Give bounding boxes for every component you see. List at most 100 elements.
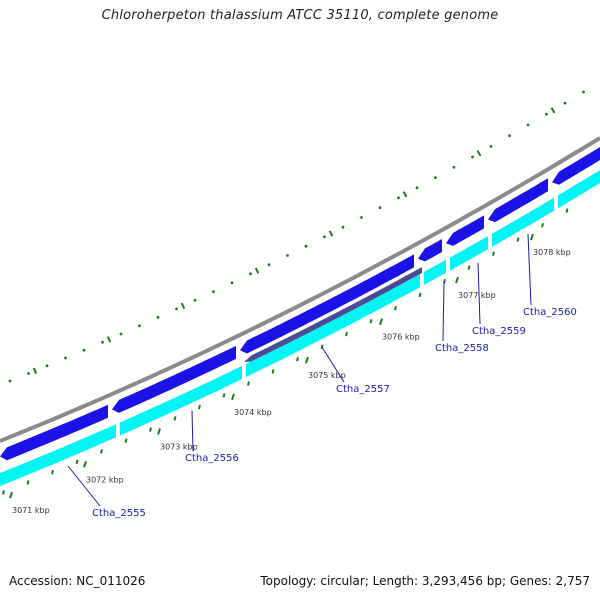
kbp-tick-marks: [2, 208, 569, 499]
minor-tick: [2, 490, 5, 495]
rna-feature: [244, 267, 422, 362]
accession-label: Accession: NC_011026: [9, 574, 146, 588]
dot-track: [8, 90, 585, 383]
track-dash: [550, 107, 556, 114]
track-dash: [180, 302, 186, 310]
minor-tick: [26, 480, 30, 485]
track-dash: [328, 230, 334, 237]
gene-leader-line: [477, 262, 481, 325]
forward-cds: [418, 239, 442, 262]
genome-title: Chloroherpeton thalassium ATCC 35110, co…: [101, 8, 499, 23]
kbp-tick-label: 3076 kbp: [382, 333, 420, 342]
track-dot: [193, 298, 197, 302]
feature-tracks: [0, 136, 600, 486]
track-dot: [27, 372, 30, 375]
track-dash: [254, 267, 260, 274]
gene-leader-line: [442, 281, 445, 342]
major-tick: [83, 460, 87, 468]
minor-tick: [51, 470, 54, 475]
track-dot: [8, 379, 12, 383]
track-dot: [360, 216, 363, 219]
kbp-tick-label: 3073 kbp: [160, 443, 198, 452]
forward-cds: [0, 404, 108, 461]
minor-tick: [247, 381, 250, 386]
track-dot: [397, 196, 400, 200]
gene-label: Ctha_2557: [336, 384, 390, 395]
kbp-tick-label: 3078 kbp: [533, 248, 571, 257]
track-dot: [582, 90, 585, 94]
track-dot: [230, 281, 234, 285]
minor-tick: [320, 344, 324, 350]
track-dot: [545, 112, 548, 116]
track-dot: [64, 356, 67, 360]
reverse-cds: [492, 197, 554, 247]
major-tick: [9, 491, 13, 499]
major-tick: [379, 318, 383, 326]
minor-tick: [541, 222, 544, 228]
minor-tick: [345, 331, 348, 337]
reverse-cds: [0, 424, 116, 486]
minor-tick: [492, 251, 495, 256]
kbp-tick-label: 3075 kbp: [308, 371, 346, 380]
track-dot: [45, 364, 49, 368]
gene-label: Ctha_2555: [92, 508, 146, 519]
genome-backbone: [0, 136, 600, 443]
track-dash: [476, 150, 482, 157]
reverse-cds: [120, 366, 242, 436]
reverse-cds: [558, 170, 600, 209]
gene-label: Ctha_2556: [185, 453, 239, 464]
track-dot: [489, 145, 493, 148]
forward-cds: [240, 254, 414, 354]
major-tick: [231, 393, 235, 401]
track-dot: [156, 316, 160, 319]
track-dash: [32, 367, 38, 374]
gene-label: Ctha_2559: [472, 326, 526, 337]
minor-tick: [516, 237, 520, 242]
track-dot: [175, 307, 178, 311]
track-dot: [101, 340, 104, 344]
minor-tick: [100, 449, 103, 454]
track-dash: [402, 191, 408, 198]
minor-tick: [394, 305, 397, 311]
minor-tick: [418, 292, 422, 298]
track-dot: [341, 225, 345, 229]
track-dot: [212, 290, 215, 293]
minor-tick: [198, 404, 201, 410]
minor-tick: [467, 265, 471, 270]
track-dot: [82, 348, 86, 352]
major-tick: [305, 356, 309, 364]
gene-label: Ctha_2558: [435, 343, 489, 354]
track-dot: [452, 165, 456, 169]
gene-leader-line: [527, 233, 532, 306]
track-dot: [415, 186, 419, 190]
major-tick: [455, 276, 459, 284]
minor-tick: [173, 416, 177, 421]
track-dot: [508, 134, 511, 138]
major-tick: [157, 428, 161, 435]
track-dot: [286, 254, 289, 257]
forward-cds: [446, 215, 484, 246]
reverse-cds: [246, 274, 420, 377]
track-dot: [526, 123, 530, 127]
track-dot: [434, 176, 437, 180]
forward-cds: [112, 345, 236, 413]
feature-labels: 3071 kbp 3072 kbp 3073 kbp 3074 kbp 3075 kbp…: [12, 233, 577, 519]
track-dot: [249, 272, 252, 276]
reverse-cds: [450, 236, 488, 271]
track-dot: [119, 332, 123, 336]
gene-leader-line: [191, 410, 194, 452]
track-dot: [267, 263, 271, 267]
minor-tick: [149, 427, 152, 432]
track-dot: [304, 244, 308, 248]
genome-summary: Topology: circular; Length: 3,293,456 bp…: [260, 574, 590, 588]
track-dot: [378, 206, 382, 210]
track-dot: [563, 101, 567, 105]
reverse-cds: [424, 259, 446, 285]
track-dot: [138, 324, 141, 328]
minor-tick: [271, 369, 275, 374]
kbp-tick-label: 3074 kbp: [234, 408, 272, 417]
kbp-tick-label: 3072 kbp: [86, 475, 124, 484]
gene-label: Ctha_2560: [523, 307, 577, 318]
